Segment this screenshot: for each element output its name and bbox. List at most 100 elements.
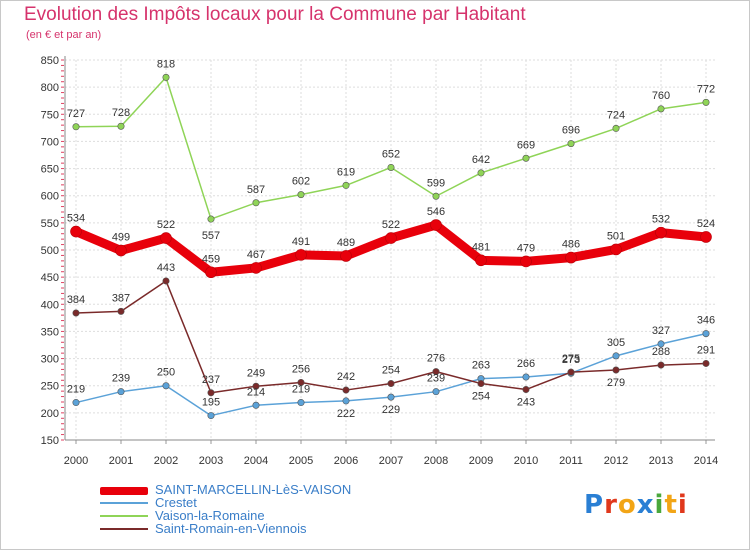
chart-subtitle: (en € et par an)	[26, 29, 102, 41]
data-point	[522, 386, 530, 394]
data-label: 275	[562, 353, 580, 365]
data-label: 222	[337, 408, 355, 420]
data-point	[567, 140, 575, 148]
data-point	[72, 309, 80, 317]
data-label: 602	[292, 176, 310, 188]
data-point	[340, 250, 352, 262]
y-tick-label: 500	[41, 245, 59, 257]
legend-label: Vaison-la-Romaine	[155, 508, 265, 523]
data-point	[160, 232, 172, 244]
data-point	[252, 401, 260, 409]
chart-title: Evolution des Impôts locaux pour la Comm…	[24, 4, 526, 25]
data-point	[432, 368, 440, 376]
data-point	[342, 386, 350, 394]
data-point	[207, 215, 215, 223]
data-point	[387, 380, 395, 388]
data-label: 279	[607, 377, 625, 389]
data-point	[565, 251, 577, 264]
data-point	[432, 388, 440, 396]
data-point	[430, 219, 442, 231]
data-label: 534	[67, 213, 85, 225]
data-point	[702, 98, 710, 106]
legend-label: SAINT-MARCELLIN-LèS-VAISON	[155, 482, 352, 497]
data-point	[250, 262, 262, 274]
logo-letter: x	[636, 490, 655, 520]
data-point	[610, 243, 622, 256]
y-tick-label: 150	[41, 435, 59, 447]
data-label: 239	[427, 373, 445, 385]
y-tick-label: 650	[41, 164, 59, 176]
x-tick-label: 2010	[514, 455, 538, 467]
data-label: 219	[292, 384, 310, 396]
x-tick-label: 2008	[424, 455, 448, 467]
data-label: 254	[472, 391, 490, 403]
y-tick-label: 450	[41, 272, 59, 284]
data-point	[700, 231, 712, 243]
data-label: 242	[337, 371, 355, 383]
y-tick-label: 700	[41, 136, 59, 148]
data-point	[702, 359, 710, 367]
y-tick-label: 350	[41, 326, 59, 338]
data-label: 724	[607, 109, 625, 121]
data-label: 728	[112, 107, 130, 119]
data-point	[387, 393, 395, 401]
proxiti-logo: Proxiti	[584, 490, 688, 520]
data-label: 522	[382, 219, 400, 231]
data-label: 479	[517, 242, 535, 254]
y-tick-label: 200	[41, 408, 59, 420]
data-point	[612, 124, 620, 132]
logo-letter: r	[604, 490, 618, 520]
data-point	[522, 154, 530, 162]
data-point	[520, 255, 532, 268]
logo-letter: i	[677, 490, 688, 520]
data-label: 346	[697, 315, 715, 327]
data-label: 652	[382, 148, 400, 160]
data-point	[702, 330, 710, 338]
legend-swatch	[100, 502, 148, 504]
series-lines	[70, 73, 712, 420]
data-point	[205, 266, 217, 279]
legend-swatch	[100, 487, 148, 495]
data-label: 291	[697, 344, 715, 356]
data-label: 443	[157, 262, 175, 274]
data-label: 263	[472, 360, 490, 372]
x-tick-label: 2009	[469, 455, 493, 467]
data-label: 642	[472, 154, 490, 166]
y-tick-label: 750	[41, 109, 59, 121]
data-point	[117, 122, 125, 130]
data-point	[342, 181, 350, 189]
data-point	[162, 382, 170, 390]
y-tick-label: 800	[41, 82, 59, 94]
data-point	[115, 244, 127, 257]
data-label: 619	[337, 166, 355, 178]
data-label: 273	[562, 354, 580, 366]
logo-letter: t	[664, 490, 678, 520]
x-tick-label: 2003	[199, 455, 223, 467]
data-label: 249	[247, 367, 265, 379]
data-label: 229	[382, 404, 400, 416]
y-tick-label: 850	[41, 55, 59, 67]
data-point	[72, 123, 80, 131]
legend-swatch	[100, 515, 148, 517]
data-label: 489	[337, 237, 355, 249]
data-label: 481	[472, 241, 490, 253]
data-point	[297, 399, 305, 407]
y-tick-label: 300	[41, 354, 59, 366]
data-label: 459	[202, 253, 220, 265]
data-point	[207, 389, 215, 397]
y-tick-label: 400	[41, 299, 59, 311]
legend-label: Crestet	[155, 495, 197, 510]
logo-letter: o	[617, 490, 637, 520]
data-label: 486	[562, 239, 580, 251]
x-tick-label: 2004	[244, 455, 268, 467]
data-point	[612, 366, 620, 374]
data-point	[477, 169, 485, 177]
data-point	[72, 399, 80, 407]
data-point	[297, 378, 305, 386]
data-point	[252, 382, 260, 390]
logo-letter: P	[584, 490, 605, 520]
data-point	[252, 199, 260, 207]
data-point	[387, 163, 395, 171]
x-tick-label: 2013	[649, 455, 673, 467]
